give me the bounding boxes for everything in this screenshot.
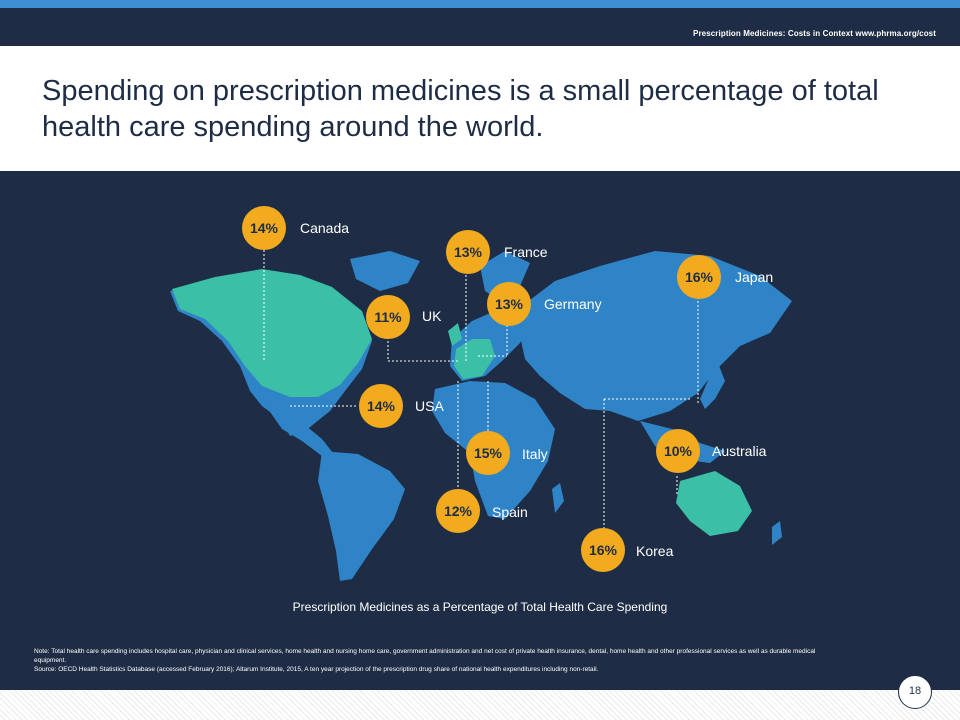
new-zealand-shape [772,521,782,545]
map-panel: 14% Canada 13% France 16% Japan 11% UK 1… [0,171,960,690]
south-america-shape [318,451,405,581]
label-uk: UK [422,308,441,324]
bubble-italy: 15% [466,431,510,475]
bubble-germany: 13% [487,282,531,326]
top-accent-bar [0,0,960,8]
footer-pattern [0,690,960,720]
label-japan: Japan [735,269,773,285]
label-korea: Korea [636,543,673,559]
map-caption: Prescription Medicines as a Percentage o… [0,600,960,614]
header-bar: Prescription Medicines: Costs in Context… [0,8,960,46]
header-caption: Prescription Medicines: Costs in Context… [693,29,936,38]
greenland-shape [350,251,420,291]
slide-title: Spending on prescription medicines is a … [42,73,922,145]
madagascar-shape [552,483,564,513]
label-australia: Australia [712,443,766,459]
bubble-uk: 11% [366,295,410,339]
bubble-japan: 16% [677,255,721,299]
page-number: 18 [898,675,932,709]
canada-usa-shape [172,269,372,397]
bubble-usa: 14% [359,384,403,428]
label-italy: Italy [522,446,548,462]
bubble-australia: 10% [656,429,700,473]
footnote-note: Note: Total health care spending include… [34,647,834,665]
bubble-korea: 16% [581,528,625,572]
label-france: France [504,244,548,260]
footnotes: Note: Total health care spending include… [34,647,834,674]
footnote-source: Source: OECD Health Statistics Database … [34,665,834,674]
australia-shape [676,471,752,536]
label-usa: USA [415,398,444,414]
bubble-canada: 14% [242,206,286,250]
label-spain: Spain [492,504,528,520]
label-canada: Canada [300,220,349,236]
bubble-france: 13% [446,230,490,274]
label-germany: Germany [544,296,602,312]
bubble-spain: 12% [436,489,480,533]
